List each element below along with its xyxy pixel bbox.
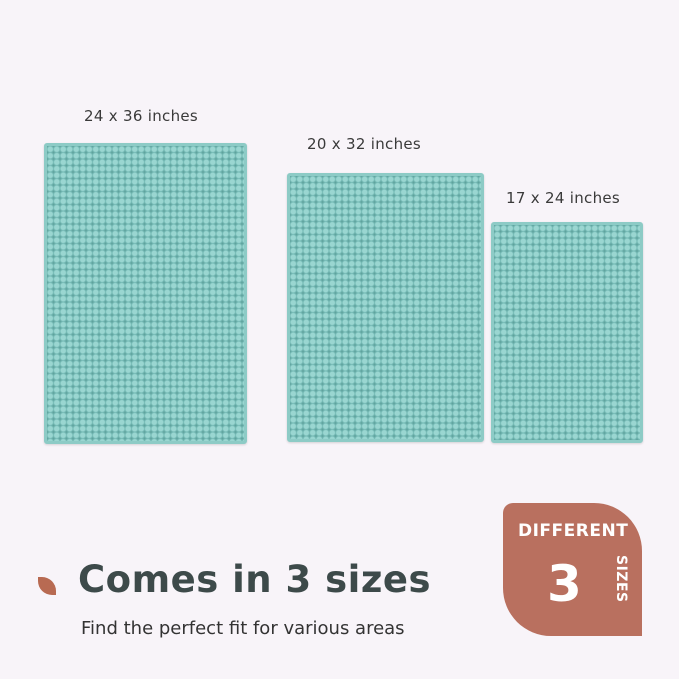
size-label-medium: 20 x 32 inches	[307, 135, 422, 153]
bath-mat-large	[44, 143, 247, 444]
size-label-large: 24 x 36 inches	[84, 107, 199, 125]
badge-top-text: DIFFERENT	[518, 521, 629, 541]
bath-mat-medium	[287, 173, 484, 442]
sizes-badge: DIFFERENT 3 SIZES	[503, 503, 642, 636]
headline: Comes in 3 sizes	[78, 558, 432, 601]
leaf-icon	[38, 577, 56, 595]
badge-side-text: SIZES	[613, 555, 629, 603]
bath-mat-small	[491, 222, 643, 443]
badge-number: 3	[547, 555, 582, 613]
subheadline: Find the perfect fit for various areas	[81, 618, 405, 639]
size-label-small: 17 x 24 inches	[506, 189, 621, 207]
